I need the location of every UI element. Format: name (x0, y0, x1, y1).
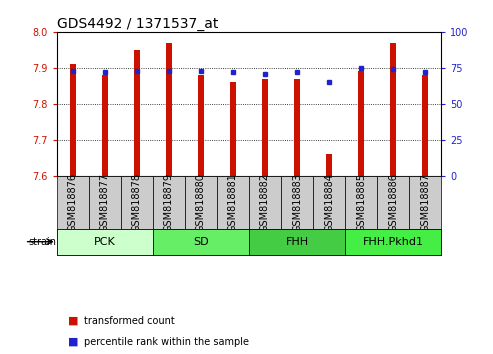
Text: GSM818885: GSM818885 (356, 173, 366, 232)
Text: GSM818886: GSM818886 (388, 173, 398, 232)
Text: GDS4492 / 1371537_at: GDS4492 / 1371537_at (57, 17, 218, 31)
FancyBboxPatch shape (89, 176, 121, 228)
FancyBboxPatch shape (345, 176, 377, 228)
Bar (390, 42, 396, 176)
Text: FHH.Pkhd1: FHH.Pkhd1 (363, 237, 423, 247)
Bar (326, 154, 332, 176)
Text: GSM818877: GSM818877 (100, 172, 110, 232)
Text: GSM818880: GSM818880 (196, 173, 206, 232)
Bar (102, 75, 107, 176)
FancyBboxPatch shape (345, 228, 441, 255)
FancyBboxPatch shape (409, 176, 441, 228)
FancyBboxPatch shape (153, 176, 185, 228)
Text: GSM818879: GSM818879 (164, 173, 174, 232)
Text: ■: ■ (68, 316, 79, 326)
Text: GSM818887: GSM818887 (420, 173, 430, 232)
FancyBboxPatch shape (249, 176, 281, 228)
Text: percentile rank within the sample: percentile rank within the sample (84, 337, 248, 347)
Text: strain: strain (29, 237, 57, 247)
Text: GSM818882: GSM818882 (260, 173, 270, 232)
Text: SD: SD (193, 237, 209, 247)
FancyBboxPatch shape (217, 176, 249, 228)
Text: GSM818884: GSM818884 (324, 173, 334, 232)
Bar (70, 64, 75, 176)
FancyBboxPatch shape (249, 228, 345, 255)
FancyBboxPatch shape (313, 176, 345, 228)
Text: FHH: FHH (285, 237, 309, 247)
Bar (358, 72, 364, 176)
Bar (262, 79, 268, 176)
Text: GSM818883: GSM818883 (292, 173, 302, 232)
Bar (230, 82, 236, 176)
FancyBboxPatch shape (153, 228, 249, 255)
FancyBboxPatch shape (57, 228, 153, 255)
Text: PCK: PCK (94, 237, 116, 247)
Text: transformed count: transformed count (84, 316, 175, 326)
Bar (294, 79, 300, 176)
Text: GSM818881: GSM818881 (228, 173, 238, 232)
Text: GSM818876: GSM818876 (68, 173, 78, 232)
Bar (423, 75, 428, 176)
Text: GSM818878: GSM818878 (132, 173, 142, 232)
Bar (166, 42, 172, 176)
FancyBboxPatch shape (121, 176, 153, 228)
FancyBboxPatch shape (185, 176, 217, 228)
Bar (134, 50, 140, 176)
FancyBboxPatch shape (377, 176, 409, 228)
FancyBboxPatch shape (281, 176, 313, 228)
FancyBboxPatch shape (57, 176, 89, 228)
Bar (198, 75, 204, 176)
Text: ■: ■ (68, 337, 79, 347)
